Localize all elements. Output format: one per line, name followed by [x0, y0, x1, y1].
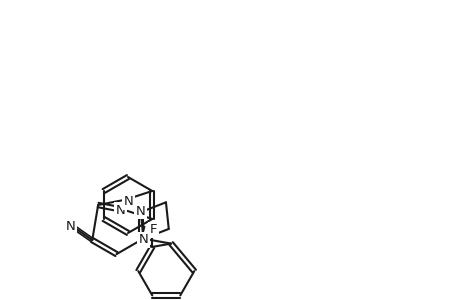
Text: N: N	[116, 204, 125, 217]
Text: N: N	[135, 205, 146, 218]
Text: N: N	[65, 220, 75, 233]
Text: N: N	[138, 233, 148, 246]
Text: N: N	[123, 195, 133, 208]
Text: F: F	[149, 224, 157, 236]
